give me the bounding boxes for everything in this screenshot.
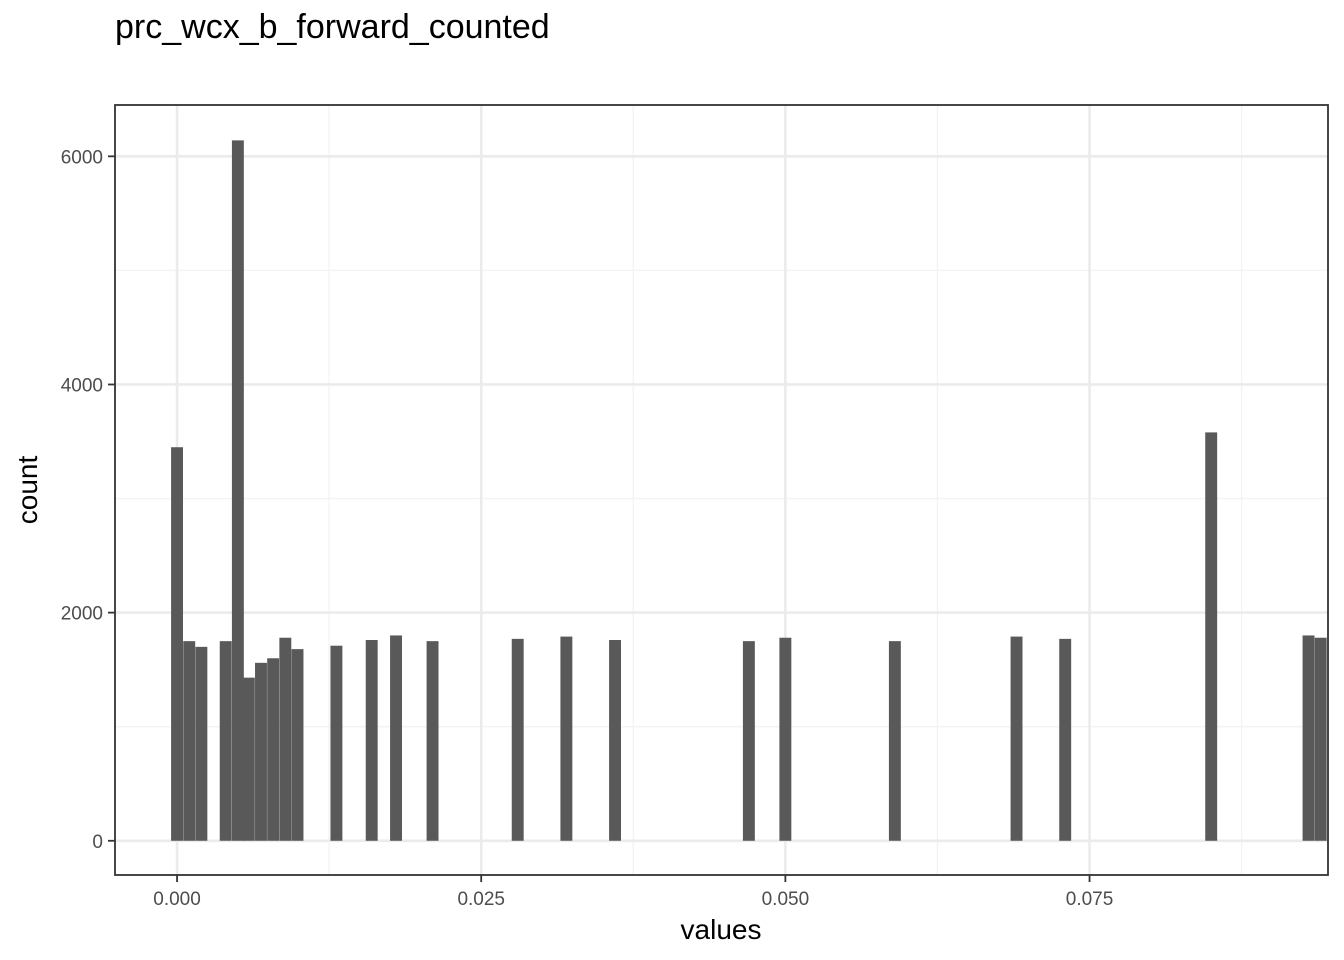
histogram-bar <box>1010 636 1023 841</box>
bars-layer <box>171 140 1327 841</box>
histogram-bar <box>1059 638 1072 841</box>
histogram-bar <box>291 649 304 841</box>
histogram-bar <box>267 658 280 841</box>
histogram-bar <box>330 645 343 841</box>
chart-title: prc_wcx_b_forward_counted <box>115 8 550 46</box>
x-tick-label: 0.075 <box>1066 889 1114 910</box>
y-tick-label: 6000 <box>61 147 103 168</box>
histogram-bar <box>511 638 524 841</box>
histogram-bar <box>1205 432 1218 841</box>
y-axis-title: count <box>12 456 43 525</box>
histogram-bar <box>242 677 255 841</box>
histogram-bar <box>1314 637 1327 841</box>
histogram-bar <box>365 640 378 841</box>
histogram-bar <box>390 635 403 841</box>
histogram-bar <box>195 646 208 841</box>
y-tick-label: 4000 <box>61 375 103 396</box>
histogram-bar <box>779 637 792 841</box>
histogram-bar <box>888 641 901 841</box>
histogram-bar <box>742 641 755 841</box>
histogram-bar <box>171 447 184 841</box>
panel-border <box>114 104 1329 876</box>
histogram-bar <box>183 641 196 841</box>
histogram-bar <box>279 637 292 841</box>
x-axis-title: values <box>681 914 762 945</box>
x-tick-label: 0.025 <box>457 889 505 910</box>
histogram-bar <box>1302 635 1315 841</box>
y-tick-label: 2000 <box>61 604 103 625</box>
y-tick-label: 0 <box>92 832 103 853</box>
axes-layer: 0.000 0.025 0.050 0.075 0 2000 4000 6000 <box>61 147 1114 910</box>
x-tick-label: 0.000 <box>153 889 201 910</box>
x-tick-label: 0.050 <box>762 889 810 910</box>
histogram-bar <box>219 641 232 841</box>
histogram-bar <box>426 641 439 841</box>
histogram-bar <box>609 640 622 841</box>
histogram-bar <box>560 636 573 841</box>
histogram-bar <box>231 140 244 841</box>
histogram-bar <box>255 662 267 841</box>
